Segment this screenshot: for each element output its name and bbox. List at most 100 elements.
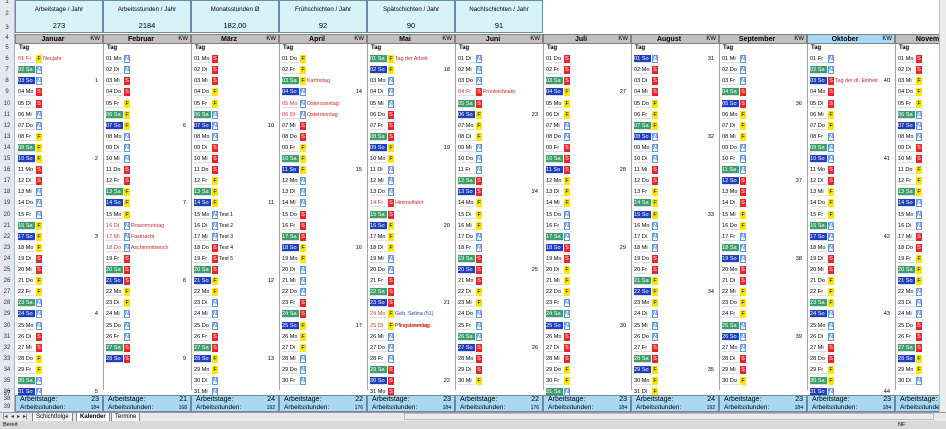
month-header[interactable]: April KW — [279, 34, 367, 44]
day-cell[interactable]: 21 So — [106, 277, 123, 286]
month-header[interactable]: Juni KW — [455, 34, 543, 44]
day-cell[interactable]: 05 Sa — [458, 99, 475, 108]
day-cell[interactable]: 25 Do — [194, 322, 211, 330]
day-cell[interactable]: 08 Mo — [898, 133, 915, 141]
day-cell[interactable]: 09 So — [370, 143, 387, 152]
day-cell[interactable]: 23 Do — [722, 299, 739, 308]
day-cell[interactable]: 07 So — [898, 121, 915, 130]
day-cell[interactable]: 13 Do — [370, 188, 387, 197]
day-cell[interactable]: 11 So — [282, 166, 299, 175]
day-cell[interactable]: 04 So — [282, 88, 299, 97]
day-cell[interactable]: 12 Mo — [546, 178, 563, 186]
day-cell[interactable]: 26 Di — [810, 333, 827, 341]
day-cell[interactable]: 17 Di — [634, 233, 651, 241]
day-cell[interactable]: 02 Mo — [634, 67, 651, 75]
day-cell[interactable]: 10 Mi — [106, 155, 123, 163]
day-cell[interactable]: 14 Mo — [458, 200, 475, 208]
day-cell[interactable]: 02 Di — [106, 66, 123, 75]
day-cell[interactable]: 23 Sa — [18, 299, 35, 308]
month-header[interactable]: März KW — [191, 34, 279, 44]
day-cell[interactable]: 12 Do — [634, 177, 651, 186]
day-cell[interactable]: 26 Mi — [370, 333, 387, 341]
day-cell[interactable]: 17 Mi — [898, 233, 915, 241]
day-cell[interactable]: 20 Mi — [18, 266, 35, 274]
day-cell[interactable]: 15 Mi — [722, 211, 739, 219]
day-cell[interactable]: 09 Di — [898, 144, 915, 152]
day-cell[interactable]: 12 Di — [810, 177, 827, 186]
day-cell[interactable]: 23 Mo — [634, 300, 651, 308]
day-cell[interactable]: 21 Do — [18, 277, 35, 286]
day-cell[interactable]: 24 So — [18, 310, 35, 319]
day-cell[interactable]: 02 Di — [898, 66, 915, 75]
day-cell[interactable]: 04 Do — [194, 88, 211, 97]
first-sheet-icon[interactable]: |◂ — [3, 414, 8, 420]
day-cell[interactable]: 13 Di — [282, 188, 299, 197]
day-cell[interactable]: 16 Di — [898, 222, 915, 230]
day-cell[interactable]: 04 Mi — [634, 88, 651, 97]
day-cell[interactable]: 01 Sa — [370, 55, 387, 64]
day-cell[interactable]: 29 Mo — [194, 366, 211, 374]
day-cell[interactable]: 03 Mi — [106, 77, 123, 86]
day-cell[interactable]: 22 Mo — [106, 289, 123, 297]
day-cell[interactable]: 13 So — [458, 188, 475, 197]
day-cell[interactable]: 21 Mi — [282, 277, 299, 286]
day-cell[interactable]: 27 Mi — [810, 344, 827, 352]
day-cell[interactable]: 26 Di — [18, 333, 35, 341]
day-cell[interactable]: 25 So — [546, 321, 563, 330]
day-cell[interactable]: 06 Di — [546, 111, 563, 119]
day-cell[interactable]: 17 Mi — [194, 233, 211, 241]
day-cell[interactable]: 14 So — [106, 199, 123, 208]
day-cell[interactable]: 09 Di — [106, 144, 123, 152]
day-cell[interactable]: 27 Mi — [18, 344, 35, 352]
month-header[interactable]: Mai KW — [367, 34, 455, 44]
day-cell[interactable]: 11 Mo — [18, 167, 35, 175]
day-cell[interactable]: 15 Do — [546, 211, 563, 219]
day-cell[interactable]: 25 Do — [106, 322, 123, 330]
day-cell[interactable]: 28 Mi — [282, 355, 299, 363]
day-cell[interactable]: 28 Do — [810, 355, 827, 363]
day-cell[interactable]: 27 Mo — [722, 344, 739, 352]
month-header[interactable]: Februar KW — [103, 34, 191, 44]
day-cell[interactable]: 20 Di — [546, 266, 563, 274]
day-cell[interactable]: 19 Do — [634, 255, 651, 263]
day-cell[interactable]: 12 Mi — [370, 177, 387, 186]
month-header[interactable]: Juli KW — [543, 34, 631, 44]
day-cell[interactable]: 30 So — [370, 377, 387, 385]
day-cell[interactable]: 09 Mo — [634, 144, 651, 152]
day-cell[interactable]: 28 So — [194, 354, 211, 363]
day-cell[interactable]: 19 Fr — [106, 255, 123, 263]
day-cell[interactable]: 09 Sa — [810, 143, 827, 152]
day-cell[interactable]: 12 Fr — [106, 177, 123, 186]
day-cell[interactable]: 20 Mo — [722, 267, 739, 274]
day-cell[interactable]: 18 Mi — [634, 244, 651, 252]
day-cell[interactable]: 21 Mo — [458, 278, 475, 286]
day-cell[interactable]: 18 So — [546, 243, 563, 252]
month-header[interactable]: NovemberKW — [895, 34, 946, 44]
day-cell[interactable]: 10 So — [18, 155, 35, 163]
day-cell[interactable]: 24 Mi — [898, 310, 915, 319]
day-cell[interactable]: 05 Fr — [106, 100, 123, 108]
month-header[interactable]: September KW — [719, 34, 807, 44]
day-cell[interactable]: 18 Fr — [458, 244, 475, 252]
day-cell[interactable]: 24 Mi — [106, 310, 123, 319]
day-cell[interactable]: 13 Sa — [898, 188, 915, 197]
day-cell[interactable]: 03 Fr — [722, 77, 739, 86]
day-cell[interactable]: 06 Mi — [810, 111, 827, 119]
day-cell[interactable]: 27 Di — [282, 344, 299, 352]
day-cell[interactable]: 12 Fr — [898, 177, 915, 186]
day-cell[interactable]: 04 So — [546, 88, 563, 97]
day-cell[interactable]: 22 Do — [546, 288, 563, 297]
day-cell[interactable]: 26 Do — [634, 333, 651, 341]
day-cell[interactable]: 10 Fr — [722, 155, 739, 163]
day-cell[interactable]: 10 Do — [458, 155, 475, 163]
day-cell[interactable]: 23 Di — [106, 299, 123, 308]
day-cell[interactable]: 20 Do — [370, 266, 387, 274]
vertical-scrollbar[interactable] — [939, 0, 946, 412]
day-cell[interactable]: 10 Di — [634, 155, 651, 163]
day-cell[interactable]: 22 Mi — [722, 288, 739, 297]
day-cell[interactable]: 18 Mo — [810, 244, 827, 252]
day-cell[interactable]: 16 So — [370, 221, 387, 230]
day-cell[interactable]: 05 Di — [810, 100, 827, 108]
day-cell[interactable]: 07 Do — [810, 122, 827, 130]
day-cell[interactable]: 02 Fr — [546, 66, 563, 75]
